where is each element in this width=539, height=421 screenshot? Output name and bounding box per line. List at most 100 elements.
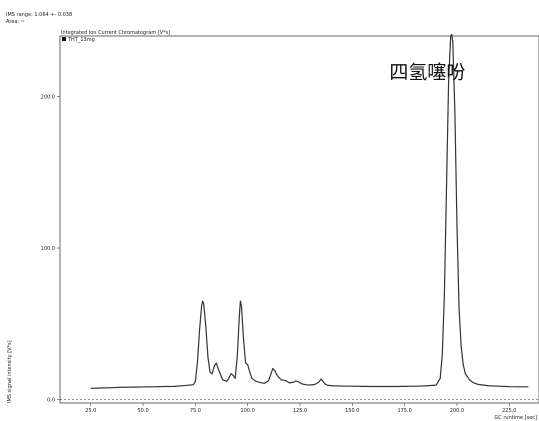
data-point — [209, 371, 211, 373]
data-point — [464, 373, 466, 375]
data-point — [238, 315, 240, 317]
data-point — [462, 364, 464, 366]
data-point — [519, 386, 521, 388]
x-tick-label: 200.0 — [450, 408, 464, 414]
data-point — [259, 382, 261, 383]
area-label: Area: ~ — [6, 19, 25, 25]
data-point — [441, 353, 443, 355]
data-point — [199, 329, 200, 331]
data-point — [111, 387, 113, 389]
data-point — [251, 377, 253, 379]
data-point — [450, 35, 452, 37]
data-point — [527, 386, 529, 388]
y-tick-label: 100.0 — [41, 246, 55, 252]
data-point — [121, 386, 123, 388]
data-point — [487, 385, 489, 387]
data-point — [142, 386, 144, 388]
data-point — [276, 374, 278, 376]
legend: THT_13mg — [62, 37, 95, 43]
x-axis-label: GC runtime [sec] — [494, 415, 537, 421]
data-point — [322, 380, 324, 382]
y-axis-label: IMS signal intensity [V*s] — [7, 340, 13, 403]
y-tick-label: 0.0 — [47, 398, 55, 404]
data-point — [414, 385, 416, 387]
data-point — [318, 381, 320, 383]
data-point — [320, 378, 322, 380]
data-point — [444, 293, 445, 294]
data-point — [270, 374, 272, 375]
x-axis-ticks: 25.0 50.0 75.0 100.0 125.0 150.0 175.0 200.0 225… — [85, 403, 516, 414]
chart-title: Integrated Ion Current Chromatogram [V*s… — [61, 30, 170, 36]
x-tick-label: 75.0 — [190, 408, 201, 414]
plot-frame — [59, 35, 539, 404]
data-point — [331, 385, 332, 387]
data-point — [289, 382, 290, 384]
data-point — [458, 308, 460, 310]
data-point — [222, 379, 223, 381]
data-point — [314, 384, 316, 385]
data-point — [439, 377, 441, 379]
data-point — [448, 81, 449, 82]
series-line-tht — [90, 33, 529, 389]
data-point — [435, 384, 437, 386]
data-point — [249, 371, 251, 373]
data-point — [295, 380, 297, 382]
data-point — [163, 386, 165, 387]
legend-swatch — [62, 37, 66, 41]
data-point — [372, 386, 374, 387]
data-point — [245, 362, 247, 364]
data-point — [351, 385, 353, 387]
data-point — [241, 305, 242, 307]
data-point — [232, 374, 234, 376]
data-point — [452, 41, 454, 43]
data-point — [215, 362, 217, 364]
x-tick-label: 100.0 — [241, 408, 255, 414]
data-point — [132, 386, 134, 388]
data-point — [326, 384, 328, 386]
y-tick-label: 200.0 — [41, 95, 55, 101]
data-point — [305, 384, 307, 386]
data-point — [293, 381, 295, 383]
data-point — [404, 385, 406, 387]
data-point — [202, 300, 204, 302]
data-point — [255, 380, 257, 382]
data-point — [469, 379, 470, 381]
data-point — [324, 383, 326, 385]
data-point — [192, 384, 194, 386]
data-point — [205, 326, 207, 328]
x-tick-label: 50.0 — [138, 408, 149, 414]
data-point — [341, 385, 343, 387]
data-point — [243, 338, 244, 340]
data-point — [454, 111, 456, 113]
data-point — [218, 368, 219, 370]
x-tick-label: 175.0 — [397, 408, 411, 414]
series-points — [90, 34, 529, 389]
x-tick-label: 225.0 — [502, 408, 516, 414]
x-tick-label: 25.0 — [85, 408, 96, 414]
data-point — [197, 361, 198, 363]
data-point — [477, 383, 479, 385]
x-tick-label: 125.0 — [293, 408, 307, 414]
data-point — [184, 385, 186, 386]
data-point — [264, 382, 265, 384]
data-point — [460, 346, 462, 347]
data-point — [213, 365, 215, 367]
data-point — [446, 187, 447, 188]
data-point — [451, 34, 453, 35]
y-axis-ticks: 0.0 100.0 200.0 — [41, 95, 60, 404]
data-point — [498, 385, 500, 387]
data-point — [230, 373, 232, 375]
data-point — [211, 373, 213, 375]
data-point — [362, 385, 364, 387]
data-point — [456, 224, 458, 226]
data-point — [234, 377, 236, 379]
data-point — [194, 380, 196, 382]
data-point — [383, 386, 385, 387]
data-point — [473, 382, 475, 384]
data-point — [207, 356, 209, 358]
data-point — [236, 356, 238, 358]
data-point — [284, 380, 286, 381]
ims-range-label: IMS range: 1.064 +- 0.038 — [6, 12, 72, 18]
data-point — [100, 387, 102, 389]
